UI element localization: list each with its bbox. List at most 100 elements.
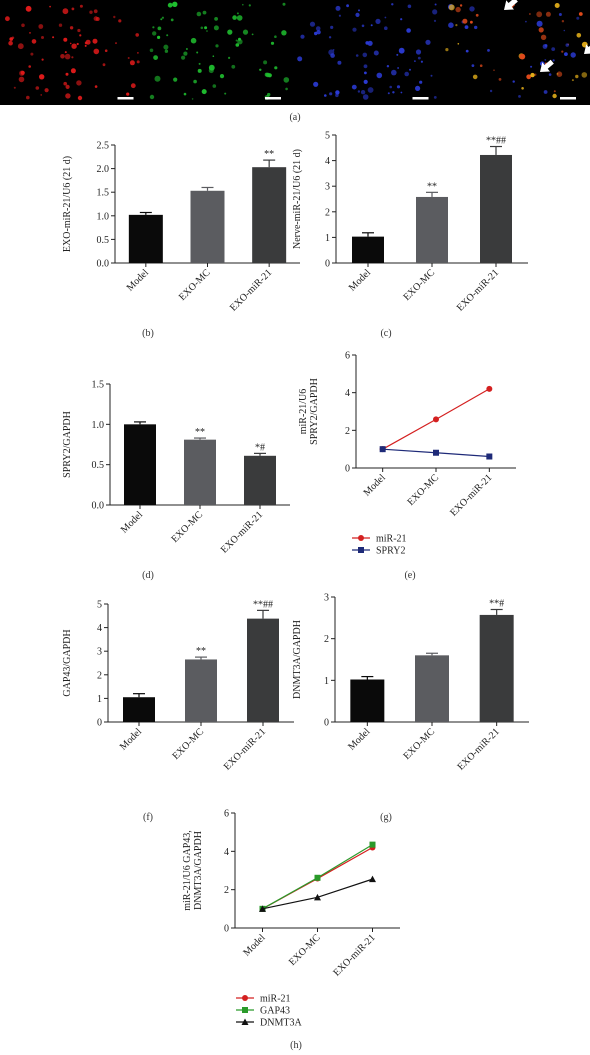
x-tick-label: EXO-miR-21 <box>331 932 377 978</box>
cell-dot <box>367 87 374 93</box>
y-tick-label: 6 <box>224 809 229 820</box>
cell-dot <box>512 80 515 83</box>
cell-dot <box>77 95 83 101</box>
y-tick-label: 1.0 <box>97 211 110 222</box>
cell-dot <box>521 87 524 90</box>
point-marker <box>369 875 376 883</box>
y-tick-label: 2 <box>325 207 330 218</box>
cell-dot <box>565 43 569 47</box>
cell-dot <box>183 92 187 96</box>
cell-dot <box>69 26 74 30</box>
cell-dot <box>376 72 383 79</box>
cell-dot <box>534 73 537 76</box>
cell-dot <box>462 18 468 24</box>
cell-dot <box>213 25 219 31</box>
cell-dot <box>236 15 243 21</box>
cell-dot <box>219 74 225 79</box>
cell-dot <box>300 34 305 39</box>
y-tick-label: 2 <box>345 426 350 437</box>
cell-dot <box>396 53 399 56</box>
point-marker <box>369 841 376 848</box>
cell-dot <box>85 39 91 45</box>
y-axis-label: GAP43/GAPDH <box>62 629 73 696</box>
cell-dot <box>575 74 579 79</box>
cell-dot <box>153 55 159 60</box>
cell-dot <box>9 37 13 41</box>
x-tick-label: EXO-MC <box>405 472 441 508</box>
cell-dot <box>544 44 548 47</box>
cell-dot <box>470 20 473 24</box>
cell-dot <box>49 5 51 8</box>
cell-dot <box>20 70 25 75</box>
cell-dot <box>498 78 502 81</box>
cell-dot <box>227 29 233 35</box>
cell-dot <box>113 15 116 19</box>
cell-dot <box>93 48 100 55</box>
cell-dot <box>167 2 173 8</box>
significance-label: ** <box>264 149 274 160</box>
cell-dot <box>173 77 178 82</box>
cell-dot <box>363 64 368 69</box>
arrow-shape <box>504 0 518 10</box>
point-marker <box>433 449 439 456</box>
cell-dot <box>355 12 360 17</box>
y-axis-label: DNMT3A/GAPDH <box>292 620 303 699</box>
cell-dot <box>26 95 30 100</box>
cell-dot <box>397 67 399 69</box>
cell-dot <box>362 94 369 100</box>
x-tick-label: Model <box>241 932 267 958</box>
y-tick-label: 0.5 <box>92 460 105 471</box>
chart-d: 0.0 0.5 1.0 1.5 Model EXO-MC EXO-miR-21 SPRY2/G… <box>62 380 290 556</box>
cell-dot <box>455 6 461 13</box>
y-tick-label: 3 <box>325 182 330 193</box>
cell-dot <box>93 16 99 21</box>
cell-dot <box>41 36 44 39</box>
cell-dot <box>367 40 373 46</box>
cell-dot <box>248 4 251 7</box>
cell-dot <box>545 11 551 17</box>
cell-dot <box>76 80 82 86</box>
cell-dot <box>561 50 564 53</box>
white-arrow-icon <box>540 59 554 72</box>
cell-dot <box>558 13 562 16</box>
cell-dot <box>433 96 437 99</box>
x-tick-label: Model <box>346 726 372 752</box>
cell-dot <box>518 95 521 98</box>
x-tick-label: EXO-MC <box>401 267 437 303</box>
cell-dot <box>536 11 543 18</box>
cell-dot <box>425 39 431 45</box>
cell-dot <box>430 74 433 77</box>
cell-dot <box>104 49 108 52</box>
cell-dot <box>457 43 460 45</box>
scale-bar <box>265 97 281 100</box>
cell-dot <box>409 68 411 71</box>
cell-dot <box>357 90 361 93</box>
white-arrow-icon <box>504 0 518 10</box>
y-tick-label: 6 <box>345 351 350 362</box>
cell-dot <box>581 72 588 78</box>
cell-dot <box>251 33 254 36</box>
bar-exo-mir-21 <box>480 154 512 263</box>
panel-label-g: (g) <box>380 812 392 823</box>
cell-dot <box>328 49 335 56</box>
cell-dot <box>400 18 403 21</box>
cell-dot <box>335 93 339 98</box>
cell-dot <box>329 92 333 96</box>
cell-dot <box>8 40 13 46</box>
cell-dot <box>281 30 287 36</box>
cell-dot <box>259 68 262 72</box>
cell-dot <box>63 37 68 42</box>
cell-dot <box>267 92 271 97</box>
legend-label: miR-21 <box>376 534 407 545</box>
panel-label-b: (b) <box>142 328 154 339</box>
significance-label: *# <box>255 442 265 453</box>
cell-dot <box>455 24 458 27</box>
legend-label: GAP43 <box>260 1006 290 1017</box>
cell-dot <box>263 60 268 65</box>
cell-dot <box>578 12 583 16</box>
y-axis-label: SPRY2/GAPDH <box>309 378 320 445</box>
cell-dot <box>44 88 49 93</box>
y-tick-label: 4 <box>224 847 229 858</box>
cell-dot <box>364 71 367 75</box>
x-tick-label: EXO-miR-21 <box>228 267 274 313</box>
